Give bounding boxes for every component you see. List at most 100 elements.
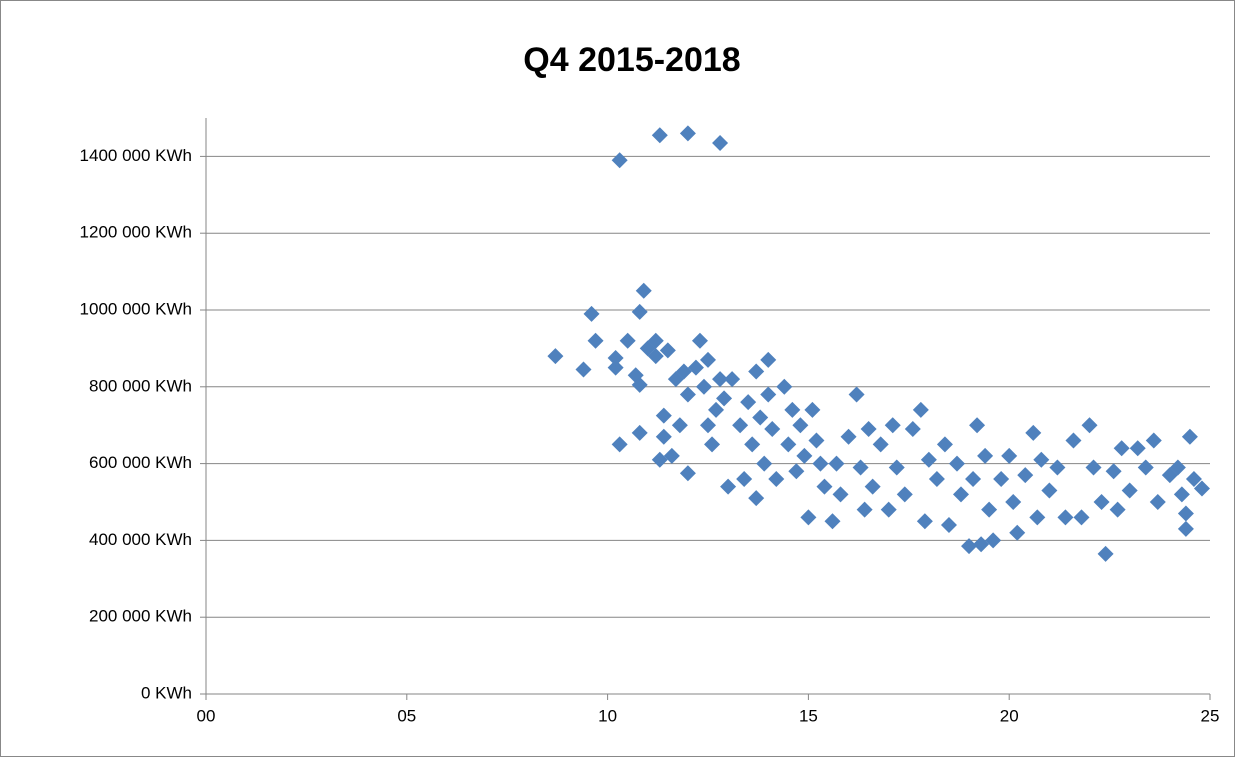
point — [816, 478, 833, 495]
y-tick-label: 0 KWh — [141, 683, 192, 702]
point — [1193, 480, 1210, 497]
y-tick-label: 600 000 KWh — [89, 453, 192, 472]
x-tick-label: 20 — [1000, 706, 1019, 725]
point — [756, 455, 773, 472]
point — [1017, 467, 1034, 484]
point — [1121, 482, 1138, 499]
point — [575, 361, 592, 378]
point — [872, 436, 889, 453]
point — [732, 417, 749, 434]
point — [1065, 432, 1082, 449]
y-tick-label: 1200 000 KWh — [80, 223, 192, 242]
point — [1185, 470, 1202, 487]
point — [679, 386, 696, 403]
point — [1073, 509, 1090, 526]
y-tick-label: 400 000 KWh — [89, 530, 192, 549]
point — [679, 125, 696, 142]
point — [611, 152, 628, 169]
point — [1093, 494, 1110, 510]
chart-title: Q4 2015-2018 — [523, 41, 740, 79]
x-tick-label: 05 — [397, 706, 416, 725]
point — [655, 428, 672, 445]
point — [1129, 440, 1146, 457]
point — [1149, 494, 1166, 510]
point — [1173, 486, 1190, 503]
point — [740, 394, 757, 411]
point — [631, 303, 648, 320]
point — [969, 417, 986, 434]
point — [659, 342, 676, 359]
point — [760, 386, 777, 403]
point — [981, 501, 998, 518]
point — [647, 332, 664, 349]
point — [587, 332, 604, 349]
point — [985, 532, 1002, 549]
point — [993, 470, 1010, 487]
point — [1081, 417, 1098, 434]
point — [1177, 505, 1194, 522]
point — [748, 363, 765, 380]
point — [940, 517, 957, 534]
x-tick-label: 15 — [799, 706, 818, 725]
point — [1057, 509, 1074, 526]
point — [804, 401, 821, 418]
point — [607, 350, 624, 366]
point — [977, 447, 994, 464]
point — [780, 436, 797, 453]
point — [704, 436, 721, 453]
point — [961, 538, 978, 555]
point — [1041, 482, 1058, 499]
point — [679, 465, 696, 482]
point — [736, 470, 753, 487]
point — [888, 459, 905, 476]
point — [860, 421, 877, 438]
point — [631, 376, 648, 393]
point — [607, 359, 624, 376]
point — [948, 455, 965, 472]
point — [784, 401, 801, 418]
point — [1097, 545, 1114, 562]
point — [764, 421, 781, 438]
point — [864, 478, 881, 495]
point — [695, 378, 712, 395]
point — [712, 134, 729, 151]
y-tick-label: 200 000 KWh — [89, 607, 192, 626]
point — [1105, 463, 1122, 480]
point — [619, 332, 636, 349]
point — [920, 451, 937, 468]
y-tick-label: 800 000 KWh — [89, 376, 192, 395]
point — [708, 401, 725, 418]
point — [884, 417, 901, 434]
point — [768, 470, 785, 487]
point — [916, 513, 933, 530]
point — [796, 447, 813, 464]
point — [760, 351, 777, 368]
point — [904, 421, 921, 438]
point — [776, 378, 793, 395]
x-tick-label: 10 — [598, 706, 617, 725]
point — [635, 282, 652, 299]
point — [1033, 451, 1050, 468]
point — [1145, 432, 1162, 449]
point — [1025, 424, 1042, 441]
point — [852, 459, 869, 476]
y-tick-label: 1000 000 KWh — [80, 299, 192, 318]
point — [671, 417, 688, 434]
point — [840, 428, 857, 445]
point — [651, 451, 668, 468]
point — [1177, 520, 1194, 537]
point — [965, 470, 982, 487]
point — [792, 417, 809, 434]
point — [748, 490, 765, 507]
point — [1169, 459, 1186, 476]
point — [687, 359, 704, 376]
point — [1009, 524, 1026, 541]
point — [856, 501, 873, 518]
point — [716, 390, 733, 407]
x-tick-label: 00 — [197, 706, 216, 725]
point — [808, 432, 825, 449]
point — [1085, 459, 1102, 476]
point — [663, 447, 680, 464]
